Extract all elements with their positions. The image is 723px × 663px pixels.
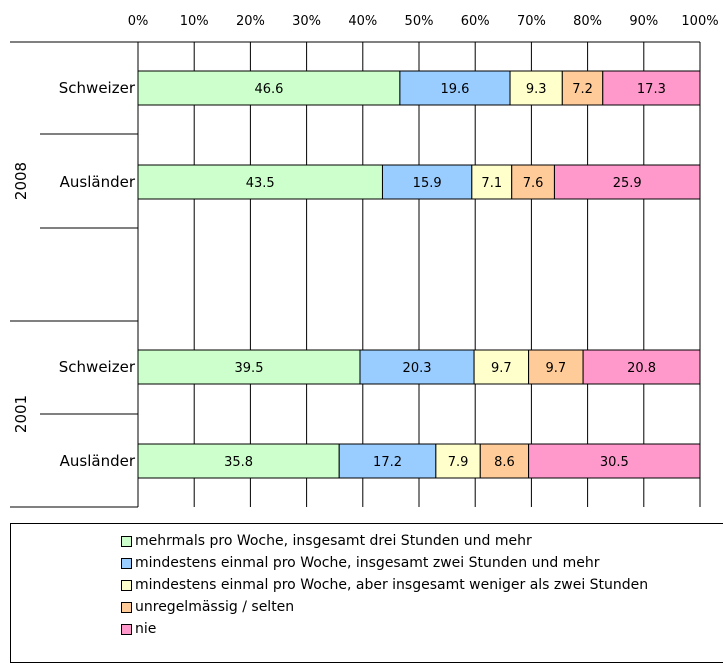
bar-value-label: 25.9 [613,176,642,191]
legend-label: mindestens einmal pro Woche, aber insges… [135,577,649,593]
bar-value-label: 19.6 [440,82,469,97]
bar-segment [602,70,701,106]
bar-segment [479,443,530,479]
bar-segment [561,70,604,106]
bar-segment [471,164,513,200]
stacked-bar-chart: 0% 10% 20% 30% 40% 50% 60% 70% 80% 90% 100% 46.6 19… [10,14,719,508]
x-tick-label: 60% [461,14,490,29]
x-tick-label: 10% [180,14,209,29]
x-tick-label: 100% [681,14,718,29]
bar-segment [582,349,701,385]
bar-value-label: 8.6 [494,455,515,470]
legend-label: nie [135,621,157,637]
bar-value-label: 20.3 [403,361,432,376]
bar-segment [399,70,511,106]
axes [10,41,700,508]
bar-value-label: 9.7 [491,361,512,376]
bar-value-label: 7.9 [448,455,469,470]
bar-value-label: 9.3 [526,82,547,97]
legend-swatch [121,623,132,635]
legend: mehrmals pro Woche, insgesamt drei Stund… [10,523,723,663]
category-label: Schweizer [59,79,136,97]
gridlines [193,42,701,507]
bar-value-label: 39.5 [235,361,264,376]
bar-segment [137,349,361,385]
x-tick-label: 0% [128,14,149,29]
x-tick-label: 80% [573,14,602,29]
legend-item: mindestens einmal pro Woche, insgesamt z… [121,553,600,573]
group-label: 2008 [12,162,30,200]
x-tick-label: 40% [348,14,377,29]
bar-segment [381,164,473,200]
x-tick-label: 70% [517,14,546,29]
legend-swatch [121,579,132,591]
x-tick-label: 20% [236,14,265,29]
legend-swatch [121,601,132,613]
bar-segment [553,164,701,200]
category-labels: Schweizer Ausländer Schweizer Ausländer 2008… [12,79,136,470]
bar-value-label: 43.5 [246,176,275,191]
category-label: Schweizer [59,358,136,376]
bar-segment [528,443,701,479]
bar-value-label: 17.3 [637,82,666,97]
bar-value-label: 35.8 [224,455,253,470]
bar-segment [511,164,555,200]
legend-item: mehrmals pro Woche, insgesamt drei Stund… [121,531,532,551]
legend-item: nie [121,619,156,639]
x-axis-ticks: 0% 10% 20% 30% 40% 50% 60% 70% 80% 90% 100% [128,14,719,29]
legend-swatch [121,557,132,569]
bar-value-label: 20.8 [627,361,656,376]
legend-item: unregelmässig / selten [121,597,294,617]
legend-label: unregelmässig / selten [135,599,295,615]
bar-value-label: 15.9 [413,176,442,191]
x-tick-label: 30% [292,14,321,29]
bar-value-label: 17.2 [373,455,402,470]
category-label: Ausländer [60,173,136,191]
bar-segment [338,443,437,479]
bars: 46.6 19.6 9.3 7.2 17.3 43.5 15.9 7.1 7.6 25.9 39.5… [137,70,701,479]
bar-segment [359,349,475,385]
x-tick-label: 90% [629,14,658,29]
category-label: Ausländer [60,452,136,470]
bar-value-label: 7.2 [572,82,593,97]
x-tick-label: 50% [405,14,434,29]
bar-value-label: 7.1 [481,176,502,191]
bar-value-label: 9.7 [546,361,567,376]
legend-label: mindestens einmal pro Woche, insgesamt z… [135,555,600,571]
bar-value-label: 46.6 [254,82,283,97]
bar-segment [473,349,530,385]
legend-item: mindestens einmal pro Woche, aber insges… [121,575,648,595]
bar-segment [137,443,340,479]
bar-segment [137,70,401,106]
bar-value-label: 7.6 [523,176,544,191]
legend-label: mehrmals pro Woche, insgesamt drei Stund… [135,533,532,549]
bar-segment [528,349,584,385]
bar-value-label: 30.5 [600,455,629,470]
legend-swatch [121,535,132,547]
group-label: 2001 [12,395,30,433]
